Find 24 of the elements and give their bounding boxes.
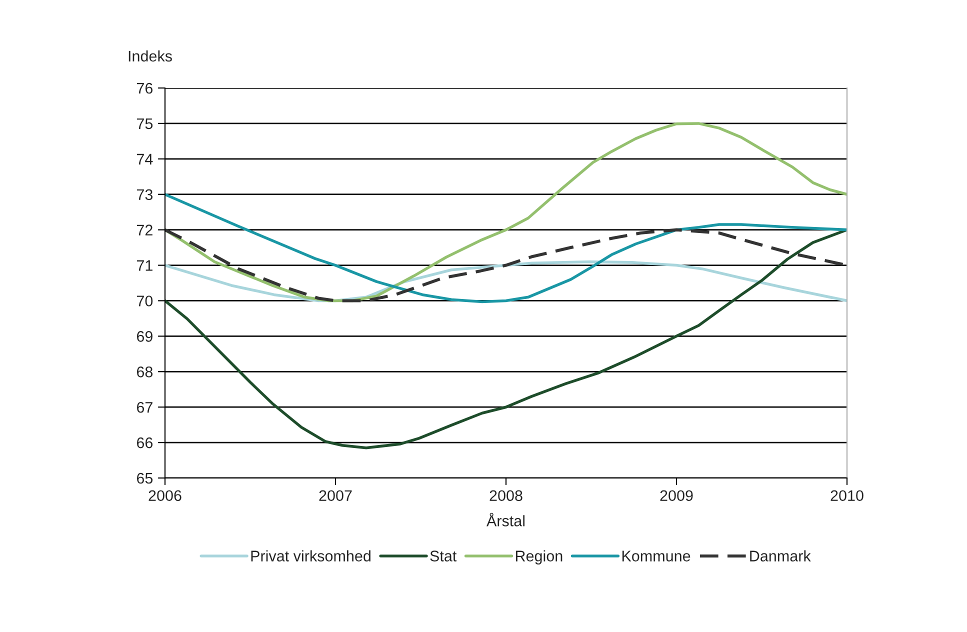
y-tick-label: 76 (136, 82, 153, 94)
x-tick-label: 2010 (830, 490, 864, 502)
x-axis-title: Årstal (486, 512, 525, 526)
y-tick-label: 68 (136, 366, 153, 378)
x-tick-label: 2009 (660, 490, 693, 502)
x-tick-label: 2008 (490, 490, 522, 502)
y-tick-label: 72 (136, 224, 152, 236)
y-tick-label: 73 (136, 189, 153, 200)
y-tick-label: 66 (136, 437, 153, 448)
y-tick-label: 71 (136, 260, 152, 271)
y-axis-title: Indeks (128, 50, 172, 62)
x-tick-label: 2007 (319, 490, 352, 502)
x-tick-label: 2006 (148, 490, 182, 502)
y-tick-label: 67 (136, 402, 152, 413)
y-tick-label: 69 (136, 331, 152, 342)
y-tick-label: 74 (136, 154, 153, 164)
y-tick-label: 65 (136, 472, 153, 484)
y-tick-label: 70 (136, 296, 153, 306)
legend-label: Danmark (750, 550, 811, 562)
legend-label: Region (516, 550, 562, 564)
legend-label: Privat virksomhed (251, 550, 370, 562)
y-tick-label: 75 (136, 118, 153, 130)
legend-label: Stat (430, 550, 457, 562)
legend-label: Kommune (622, 550, 690, 562)
